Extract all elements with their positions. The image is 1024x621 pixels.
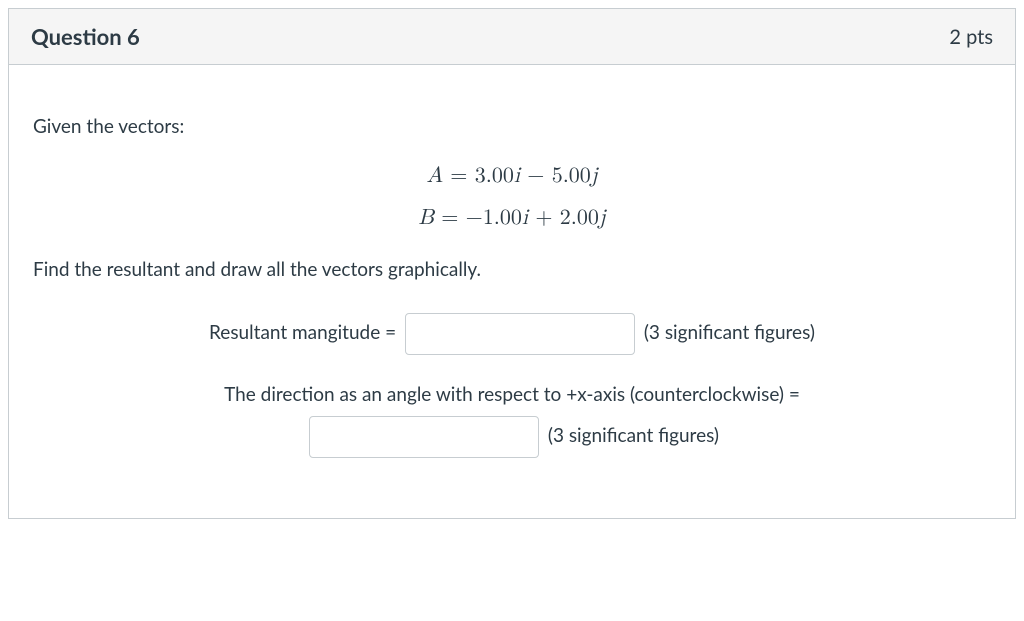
- equation-a-coef1: 3.00: [475, 165, 514, 187]
- equation-b-j: j: [599, 207, 606, 229]
- equation-b-op: +: [528, 207, 560, 229]
- instruction-text: Find the resultant and draw all the vect…: [33, 258, 991, 281]
- intro-text: Given the vectors:: [33, 115, 991, 138]
- equation-b-coef1: −1.00: [466, 207, 522, 229]
- equations-block: A = 3.00i − 5.00j B = −1.00i + 2.00j: [33, 156, 991, 240]
- equation-a-coef2: 5.00: [552, 165, 591, 187]
- equation-b: B = −1.00i + 2.00j: [33, 198, 991, 240]
- question-body: Given the vectors: A = 3.00i − 5.00j B =…: [9, 65, 1015, 518]
- equation-b-lhs: B: [418, 207, 434, 229]
- equation-b-coef2: 2.00: [560, 207, 599, 229]
- question-header: Question 6 2 pts: [9, 9, 1015, 65]
- direction-block: The direction as an angle with respect t…: [33, 383, 991, 458]
- direction-sigfig: (3 significant figures): [548, 423, 719, 446]
- magnitude-input[interactable]: [405, 313, 635, 355]
- equation-a-j: j: [591, 165, 598, 187]
- magnitude-row: Resultant mangitude = (3 significant fig…: [33, 313, 991, 355]
- question-card: Question 6 2 pts Given the vectors: A = …: [8, 8, 1016, 519]
- question-points: 2 pts: [949, 25, 993, 49]
- equation-a-op: −: [520, 165, 552, 187]
- equation-a-eq: =: [443, 165, 475, 187]
- equation-b-eq: =: [434, 207, 466, 229]
- equation-a: A = 3.00i − 5.00j: [33, 156, 991, 198]
- magnitude-label: Resultant mangitude =: [209, 320, 401, 343]
- direction-label: The direction as an angle with respect t…: [33, 383, 991, 406]
- question-title: Question 6: [31, 23, 140, 50]
- equation-a-lhs: A: [426, 165, 443, 187]
- magnitude-sigfig: (3 significant figures): [644, 320, 815, 343]
- direction-input-row: (3 significant figures): [33, 416, 991, 458]
- direction-input[interactable]: [309, 416, 539, 458]
